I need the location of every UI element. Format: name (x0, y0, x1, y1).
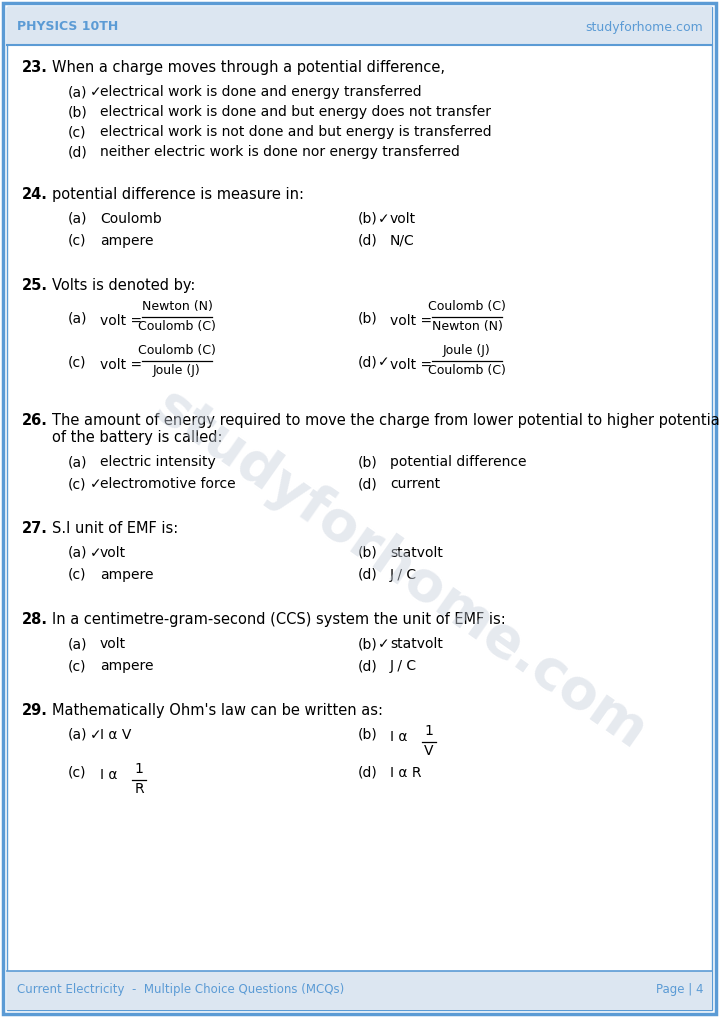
Text: 1: 1 (134, 762, 143, 776)
Text: J / C: J / C (390, 659, 417, 673)
Text: S.I unit of EMF is:: S.I unit of EMF is: (52, 521, 178, 536)
Text: ✓: ✓ (90, 728, 101, 742)
Text: (d): (d) (358, 477, 377, 491)
Text: (a): (a) (68, 85, 88, 99)
Text: (d): (d) (358, 569, 377, 582)
Text: ampere: ampere (100, 659, 153, 673)
Text: ✓: ✓ (90, 477, 101, 491)
Text: volt =: volt = (390, 314, 436, 328)
Text: PHYSICS 10TH: PHYSICS 10TH (17, 20, 118, 34)
Text: (a): (a) (68, 637, 88, 651)
Text: Mathematically Ohm's law can be written as:: Mathematically Ohm's law can be written … (52, 703, 383, 718)
Text: (c): (c) (68, 569, 86, 582)
Text: (c): (c) (68, 766, 86, 780)
Text: (a): (a) (68, 212, 88, 226)
Text: Current Electricity  -  Multiple Choice Questions (MCQs): Current Electricity - Multiple Choice Qu… (17, 983, 344, 997)
Text: Page | 4: Page | 4 (656, 983, 703, 997)
Text: 25.: 25. (22, 278, 48, 293)
Text: volt =: volt = (100, 314, 147, 328)
Text: Coulomb (C): Coulomb (C) (428, 300, 506, 313)
Text: neither electric work is done nor energy transferred: neither electric work is done nor energy… (100, 145, 460, 159)
Text: 23.: 23. (22, 60, 48, 75)
Text: The amount of energy required to move the charge from lower potential to higher : The amount of energy required to move th… (52, 413, 719, 428)
Text: potential difference: potential difference (390, 455, 526, 469)
Text: 29.: 29. (22, 703, 48, 718)
Text: When a charge moves through a potential difference,: When a charge moves through a potential … (52, 60, 445, 75)
Text: 28.: 28. (22, 612, 48, 627)
Text: of the battery is called:: of the battery is called: (52, 430, 222, 445)
Text: 1: 1 (424, 724, 434, 738)
Text: Coulomb (C): Coulomb (C) (138, 344, 216, 357)
Text: electric intensity: electric intensity (100, 455, 216, 469)
Text: Coulomb (C): Coulomb (C) (428, 364, 506, 377)
Text: J / C: J / C (390, 569, 417, 582)
Text: potential difference is measure in:: potential difference is measure in: (52, 187, 304, 202)
Text: V: V (424, 744, 434, 758)
Text: electrical work is not done and but energy is transferred: electrical work is not done and but ener… (100, 125, 492, 139)
Text: (b): (b) (358, 311, 377, 325)
Text: (a): (a) (68, 311, 88, 325)
Text: (d): (d) (68, 145, 88, 159)
Text: ✓: ✓ (378, 212, 390, 226)
Text: (d): (d) (358, 234, 377, 248)
Text: electrical work is done and but energy does not transfer: electrical work is done and but energy d… (100, 105, 491, 119)
Text: electrical work is done and energy transferred: electrical work is done and energy trans… (100, 85, 421, 99)
Text: (a): (a) (68, 455, 88, 469)
Text: (b): (b) (358, 212, 377, 226)
Text: (a): (a) (68, 546, 88, 560)
Bar (7, 7, 712, 45)
Text: Newton (N): Newton (N) (142, 300, 212, 313)
Text: N/C: N/C (390, 234, 415, 248)
Text: current: current (390, 477, 440, 491)
Text: electromotive force: electromotive force (100, 477, 236, 491)
Text: volt =: volt = (100, 358, 147, 372)
Bar (7, 971, 712, 1010)
Text: (c): (c) (68, 234, 86, 248)
Text: Coulomb: Coulomb (100, 212, 162, 226)
Text: 26.: 26. (22, 413, 48, 428)
Text: ✓: ✓ (378, 355, 390, 369)
Text: (d): (d) (358, 766, 377, 780)
Text: ampere: ampere (100, 569, 153, 582)
Text: Joule (J): Joule (J) (443, 344, 491, 357)
Text: (b): (b) (358, 546, 377, 560)
Text: (c): (c) (68, 125, 86, 139)
Text: ✓: ✓ (90, 546, 101, 560)
Text: (a): (a) (68, 728, 88, 742)
Text: (d): (d) (358, 355, 377, 369)
Text: (b): (b) (68, 105, 88, 119)
Text: Coulomb (C): Coulomb (C) (138, 320, 216, 333)
Text: ✓: ✓ (90, 85, 101, 99)
Text: statvolt: statvolt (390, 546, 443, 560)
Text: (d): (d) (358, 659, 377, 673)
Text: R: R (134, 782, 144, 796)
Text: (c): (c) (68, 659, 86, 673)
Text: (b): (b) (358, 728, 377, 742)
Text: 24.: 24. (22, 187, 48, 202)
Text: (b): (b) (358, 637, 377, 651)
Text: ✓: ✓ (378, 637, 390, 651)
Text: Newton (N): Newton (N) (431, 320, 503, 333)
Text: studyforhome.com: studyforhome.com (144, 379, 656, 761)
Text: (b): (b) (358, 455, 377, 469)
Text: 27.: 27. (22, 521, 48, 536)
Text: In a centimetre-gram-second (CCS) system the unit of EMF is:: In a centimetre-gram-second (CCS) system… (52, 612, 505, 627)
Text: I α V: I α V (100, 728, 132, 742)
Text: I α: I α (390, 730, 408, 744)
Text: volt: volt (100, 546, 126, 560)
Text: I α: I α (100, 768, 117, 782)
Text: volt: volt (100, 637, 126, 651)
Text: Volts is denoted by:: Volts is denoted by: (52, 278, 196, 293)
Text: volt: volt (390, 212, 416, 226)
Text: studyforhome.com: studyforhome.com (585, 20, 703, 34)
Text: I α R: I α R (390, 766, 421, 780)
Text: ampere: ampere (100, 234, 153, 248)
Text: volt =: volt = (390, 358, 436, 372)
Text: (c): (c) (68, 355, 86, 369)
Text: statvolt: statvolt (390, 637, 443, 651)
Text: Joule (J): Joule (J) (153, 364, 201, 377)
Text: (c): (c) (68, 477, 86, 491)
